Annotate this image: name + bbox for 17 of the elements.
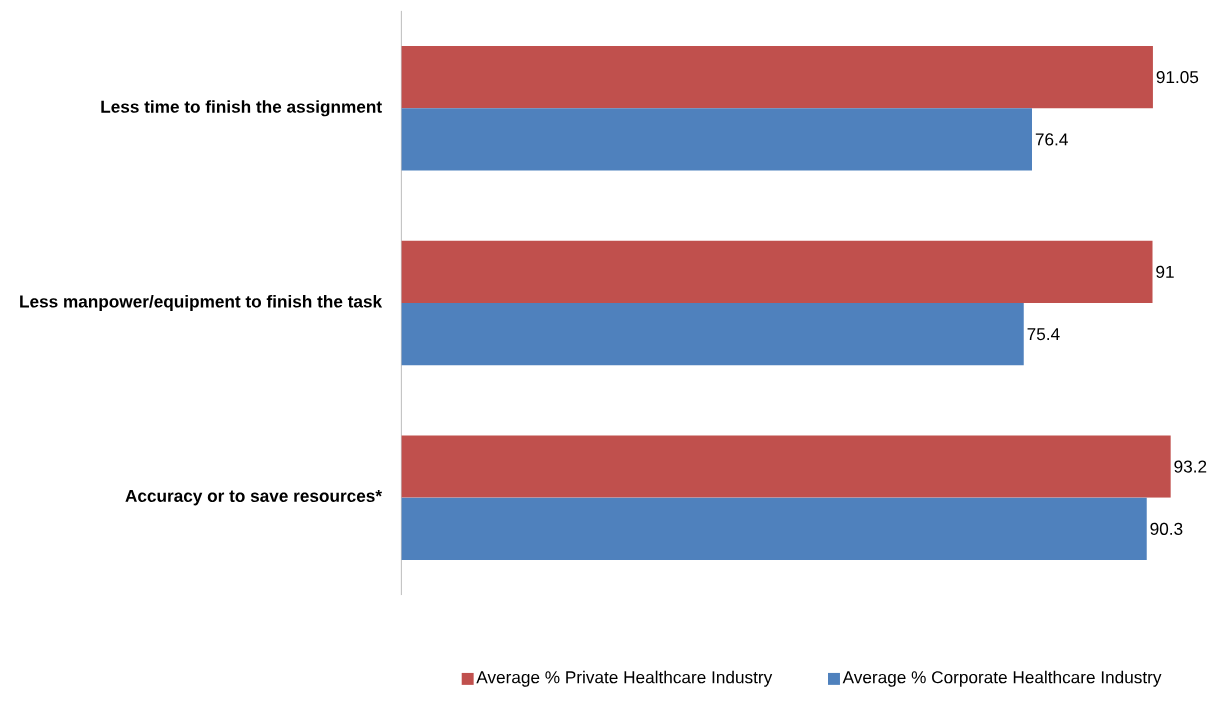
bar [401,108,1032,171]
data-label: 91 [1156,265,1174,279]
y-tick-label: Accuracy or to save resources* [125,490,383,506]
data-label: 75.4 [1027,328,1060,341]
bar [401,240,1153,304]
bar [401,303,1024,366]
data-label: 76.4 [1035,133,1068,146]
legend-label: Average % Private Healthcare Industry [476,670,773,687]
bar [401,46,1153,109]
legend-label: Average % Corporate Healthcare Industry [842,670,1162,687]
y-tick-label: Less manpower/equipment to finish the task [20,295,383,312]
bar [401,435,1171,498]
data-label: 90.3 [1150,522,1183,536]
bar [401,497,1147,561]
data-label: 93.2 [1174,460,1207,473]
y-tick-label: Less time to finish the assignment [101,100,382,117]
data-label: 91.05 [1156,71,1199,84]
